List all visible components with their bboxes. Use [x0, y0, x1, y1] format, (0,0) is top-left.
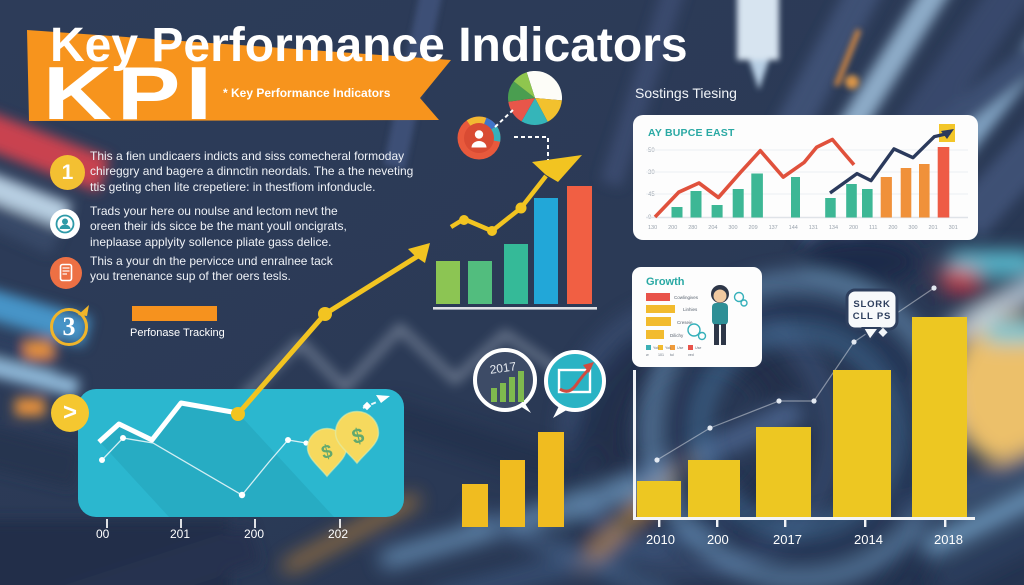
svg-text:AY BUPCE EAST: AY BUPCE EAST: [648, 127, 735, 139]
svg-text:w: w: [646, 353, 649, 357]
svg-text:50: 50: [648, 148, 655, 154]
svg-text:Use: Use: [677, 346, 683, 350]
svg-text:2017: 2017: [489, 359, 518, 377]
svg-text:101: 101: [658, 353, 664, 357]
svg-text:SLORK: SLORK: [853, 299, 890, 310]
svg-text:Cowlingives: Cowlingives: [674, 295, 699, 300]
svg-text:Use: Use: [695, 346, 701, 350]
svg-text:Yok: Yok: [665, 346, 671, 350]
svg-text:Linhies: Linhies: [683, 307, 698, 312]
svg-text:45: 45: [648, 192, 655, 198]
svg-text:CLL PS: CLL PS: [853, 311, 891, 322]
svg-text:tul: tul: [670, 353, 674, 357]
svg-text:ved: ved: [688, 353, 694, 357]
svg-text:Creseie: Creseie: [677, 320, 693, 325]
svg-text:Growth: Growth: [646, 276, 685, 288]
svg-text:Yok: Yok: [653, 346, 659, 350]
svg-text:30: 30: [648, 170, 655, 176]
svg-text:Dilichy: Dilichy: [670, 333, 684, 338]
